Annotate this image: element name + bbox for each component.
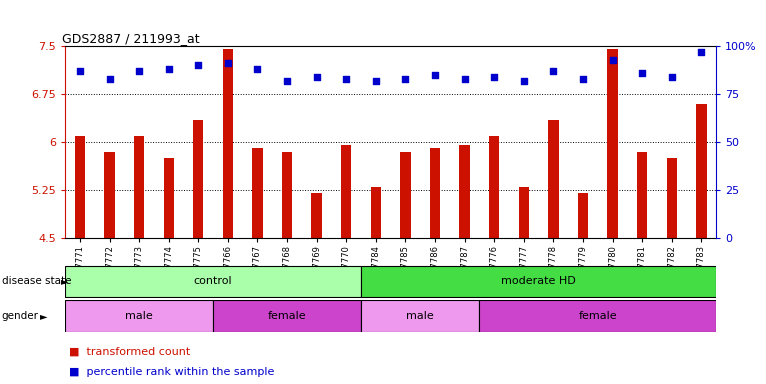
Text: male: male [125,311,153,321]
Point [696,49,708,55]
Text: ►: ► [61,276,68,286]
Bar [65,300,213,331]
Bar [361,266,716,297]
Bar [104,152,115,238]
Point [251,66,264,72]
Point [607,56,619,63]
Bar [65,266,361,297]
Bar [666,158,677,238]
Bar [163,158,174,238]
Point [547,68,559,74]
Bar [607,49,618,238]
Bar [371,187,381,238]
Text: female: female [578,311,617,321]
Point [74,68,86,74]
Point [310,74,322,80]
Text: ■  percentile rank within the sample: ■ percentile rank within the sample [69,367,274,377]
Text: control: control [194,276,232,286]
Point [429,72,441,78]
Bar [489,136,499,238]
Bar [213,300,361,331]
Bar [460,145,470,238]
Bar [401,152,411,238]
Bar [134,136,144,238]
Text: female: female [268,311,306,321]
Point [370,78,382,84]
Text: GDS2887 / 211993_at: GDS2887 / 211993_at [62,32,199,45]
Point [222,60,234,66]
Text: ■  transformed count: ■ transformed count [69,346,190,356]
Text: disease state: disease state [2,276,71,286]
Bar [430,149,440,238]
Point [488,74,500,80]
Bar [696,104,706,238]
Point [103,76,116,82]
Bar [75,136,85,238]
Text: male: male [407,311,434,321]
Text: ►: ► [40,311,47,321]
Bar [341,145,352,238]
Point [133,68,146,74]
Bar [519,187,529,238]
Bar [361,300,480,331]
Bar [637,152,647,238]
Bar [223,49,233,238]
Point [666,74,678,80]
Bar [480,300,716,331]
Text: gender: gender [2,311,38,321]
Point [459,76,471,82]
Point [399,76,411,82]
Bar [193,120,204,238]
Point [192,62,205,68]
Point [636,70,648,76]
Point [162,66,175,72]
Point [518,78,530,84]
Bar [282,152,293,238]
Point [577,76,589,82]
Bar [578,193,588,238]
Text: moderate HD: moderate HD [501,276,576,286]
Point [281,78,293,84]
Bar [548,120,558,238]
Bar [312,193,322,238]
Point [340,76,352,82]
Bar [252,149,263,238]
